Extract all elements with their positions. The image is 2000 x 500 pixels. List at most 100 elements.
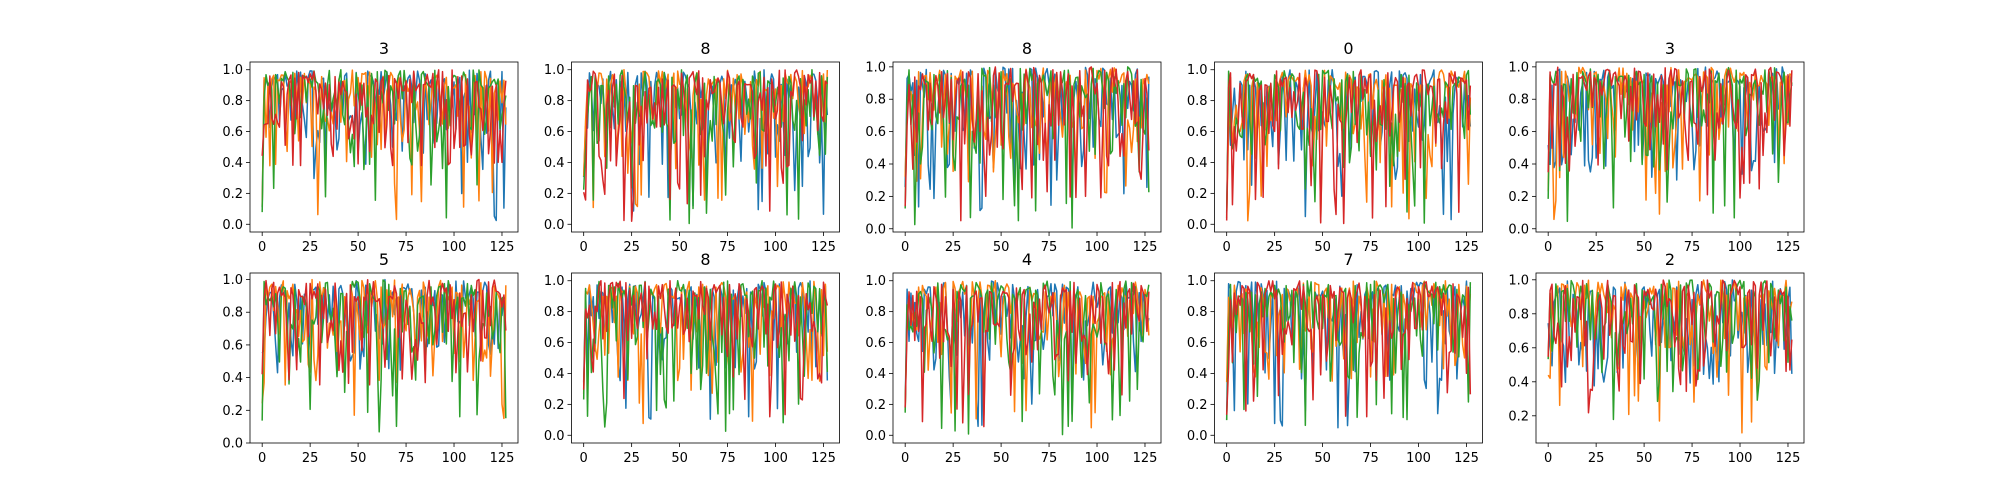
x-tick-label: 100 — [763, 451, 788, 466]
series-line-3 — [1225, 69, 1472, 224]
x-tick-label: 25 — [302, 240, 319, 255]
series-group — [261, 278, 507, 433]
y-tick-label: 0.2 — [222, 187, 243, 202]
axes-frame — [571, 272, 840, 444]
subplot-title: 7 — [1343, 250, 1353, 269]
y-tick-label: 0.4 — [865, 367, 886, 382]
series-group — [904, 280, 1150, 436]
y-tick-label: 0.4 — [1508, 158, 1529, 173]
x-tick-label: 50 — [671, 451, 688, 466]
y-tick-label: 0.2 — [865, 398, 886, 413]
axes-frame — [571, 61, 840, 233]
subplot-8: 4 0 25 50 75 100 125 0.0 0.2 0.4 0.6 0.8 1.0 — [865, 250, 1162, 466]
y-tick-label: 0.8 — [865, 305, 886, 320]
x-tick-label: 0 — [1544, 240, 1552, 255]
series-group — [1225, 69, 1472, 225]
subplot-2: 8 0 25 50 75 100 125 0.0 0.2 0.4 0.6 0.8 1.0 — [544, 39, 840, 255]
x-tick-label: 125 — [1133, 451, 1158, 466]
axes-frame — [1535, 61, 1805, 233]
series-line-1 — [1225, 280, 1472, 429]
y-tick-label: 0.8 — [1508, 307, 1529, 322]
x-tick-label: 100 — [1728, 451, 1753, 466]
y-tick-label: 0.2 — [1508, 190, 1529, 205]
x-tick-label: 75 — [1684, 240, 1701, 255]
x-tick-label: 125 — [811, 240, 836, 255]
x-tick-label: 50 — [671, 240, 688, 255]
subplot-5: 3 0 25 50 75 100 125 0.0 0.2 0.4 0.6 0.8 1.0 — [1508, 39, 1805, 255]
series-line-4 — [1547, 66, 1793, 199]
x-tick-label: 50 — [993, 240, 1010, 255]
y-tick-label: 1.0 — [222, 273, 243, 288]
axes-frame — [1535, 272, 1805, 444]
y-tick-label: 0.0 — [544, 218, 565, 233]
y-tick-label: 0.6 — [222, 125, 243, 140]
series-line-4 — [582, 69, 828, 222]
x-tick-label: 50 — [1314, 451, 1331, 466]
y-tick-label: 0.4 — [222, 371, 243, 386]
x-tick-label: 125 — [1454, 240, 1479, 255]
y-tick-label: 0.6 — [1187, 336, 1208, 351]
x-tick-label: 50 — [1636, 451, 1653, 466]
y-tick-label: 0.4 — [222, 156, 243, 171]
y-tick-label: 0.0 — [222, 437, 243, 452]
subplot-1: 3 0 25 50 75 100 125 0.0 0.2 0.4 0.6 0.8 1.0 — [222, 39, 519, 255]
y-tick-label: 0.0 — [1187, 218, 1208, 233]
axes-frame — [892, 61, 1162, 233]
y-tick-label: 0.6 — [544, 125, 565, 140]
y-tick-label: 1.0 — [1187, 63, 1208, 78]
x-tick-label: 25 — [1588, 451, 1605, 466]
series-line-4 — [1225, 280, 1472, 418]
series-line-4 — [1547, 279, 1793, 414]
series-line-2 — [261, 278, 507, 420]
x-tick-label: 0 — [580, 451, 588, 466]
x-tick-label: 75 — [1041, 240, 1058, 255]
series-line-4 — [261, 69, 507, 167]
x-tick-label: 75 — [398, 451, 415, 466]
x-tick-label: 75 — [1362, 240, 1379, 255]
x-tick-label: 50 — [350, 451, 367, 466]
x-tick-label: 0 — [258, 240, 266, 255]
y-tick-label: 1.0 — [1508, 273, 1529, 288]
x-tick-label: 25 — [1266, 451, 1283, 466]
x-tick-label: 75 — [719, 240, 736, 255]
x-tick-label: 50 — [350, 240, 367, 255]
y-tick-label: 0.8 — [222, 306, 243, 321]
y-tick-label: 1.0 — [544, 274, 565, 289]
x-tick-label: 75 — [1362, 451, 1379, 466]
x-tick-label: 125 — [490, 451, 515, 466]
x-tick-label: 25 — [623, 451, 640, 466]
y-tick-label: 0.6 — [865, 336, 886, 351]
y-tick-label: 0.6 — [865, 125, 886, 140]
y-tick-label: 1.0 — [865, 274, 886, 289]
x-tick-label: 25 — [945, 451, 962, 466]
subplot-3: 8 0 25 50 75 100 125 0.0 0.2 0.4 0.6 0.8 1.0 — [865, 39, 1162, 255]
y-tick-label: 0.4 — [544, 156, 565, 171]
x-tick-label: 0 — [1223, 451, 1231, 466]
subplot-title: 3 — [379, 39, 389, 58]
y-tick-label: 0.6 — [1187, 125, 1208, 140]
x-tick-label: 25 — [945, 240, 962, 255]
x-tick-label: 100 — [763, 240, 788, 255]
y-tick-label: 1.0 — [222, 63, 243, 78]
y-tick-label: 0.0 — [1187, 429, 1208, 444]
y-tick-label: 0.0 — [544, 429, 565, 444]
x-tick-label: 125 — [1454, 451, 1479, 466]
series-line-4 — [1225, 69, 1472, 225]
y-tick-label: 0.8 — [544, 94, 565, 109]
subplot-9: 7 0 25 50 75 100 125 0.0 0.2 0.4 0.6 0.8 1.0 — [1187, 250, 1483, 466]
series-line-3 — [1547, 279, 1793, 421]
y-tick-label: 1.0 — [865, 60, 886, 75]
axes-frame — [249, 272, 519, 444]
x-tick-label: 0 — [901, 240, 909, 255]
series-line-3 — [904, 280, 1150, 436]
series-line-4 — [261, 278, 507, 386]
y-tick-label: 0.4 — [1187, 156, 1208, 171]
subplot-title: 5 — [379, 250, 389, 269]
y-tick-label: 0.2 — [1508, 409, 1529, 424]
y-tick-label: 0.0 — [865, 429, 886, 444]
x-tick-label: 100 — [442, 240, 467, 255]
x-tick-label: 100 — [1085, 451, 1110, 466]
x-tick-label: 100 — [1406, 451, 1431, 466]
y-tick-label: 0.6 — [544, 336, 565, 351]
